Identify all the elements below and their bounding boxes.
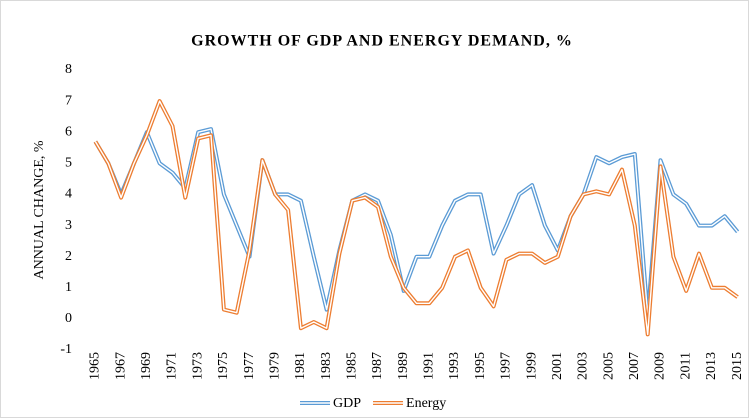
x-tick-label: 1997 (499, 352, 514, 380)
legend-label: Energy (406, 396, 446, 411)
x-tick-label: 2003 (576, 352, 591, 380)
x-tick-label: 1999 (524, 352, 539, 380)
x-tick-label: 1985 (345, 352, 360, 380)
series-line-inner (94, 100, 739, 336)
legend-label: GDP (333, 396, 361, 411)
x-tick-label: 1977 (242, 352, 257, 380)
x-tick-label: 1973 (190, 352, 205, 380)
x-tick-label: 1991 (422, 352, 437, 380)
x-tick-label: 1971 (165, 352, 180, 380)
y-axis-label: ANNUAL CHANGE, % (32, 140, 47, 279)
x-tick-label: 2015 (730, 352, 745, 380)
y-tick-label: 3 (65, 218, 72, 233)
x-tick-label: 1979 (267, 352, 282, 380)
x-tick-label: 1965 (88, 352, 103, 380)
x-tick-label: 1975 (216, 352, 231, 380)
x-tick-label: 1989 (396, 352, 411, 380)
x-tick-label: 2013 (704, 352, 719, 380)
x-tick-label: 1995 (473, 352, 488, 380)
y-tick-label: 5 (65, 156, 72, 171)
series-line-inner (94, 128, 739, 317)
x-tick-label: 1969 (139, 352, 154, 380)
x-tick-label: 2005 (601, 352, 616, 380)
y-tick-label: 1 (65, 280, 72, 295)
x-tick-label: 2011 (678, 352, 693, 379)
y-tick-label: 2 (65, 249, 72, 264)
y-tick-label: -1 (60, 342, 72, 357)
x-tick-label: 1987 (370, 352, 385, 380)
x-tick-label: 1967 (113, 352, 128, 380)
y-tick-label: 0 (65, 311, 72, 326)
x-tick-label: 1993 (447, 352, 462, 380)
x-tick-label: 2007 (627, 352, 642, 380)
x-tick-label: 2009 (653, 352, 668, 380)
y-tick-label: 6 (65, 124, 72, 139)
chart-title: GROWTH OF GDP AND ENERGY DEMAND, % (191, 33, 573, 50)
x-tick-label: 2001 (550, 352, 565, 380)
y-tick-label: 7 (65, 93, 72, 108)
x-tick-label: 1981 (293, 352, 308, 380)
y-tick-label: 4 (65, 187, 72, 202)
x-tick-label: 1983 (319, 352, 334, 380)
y-tick-label: 8 (65, 62, 72, 77)
